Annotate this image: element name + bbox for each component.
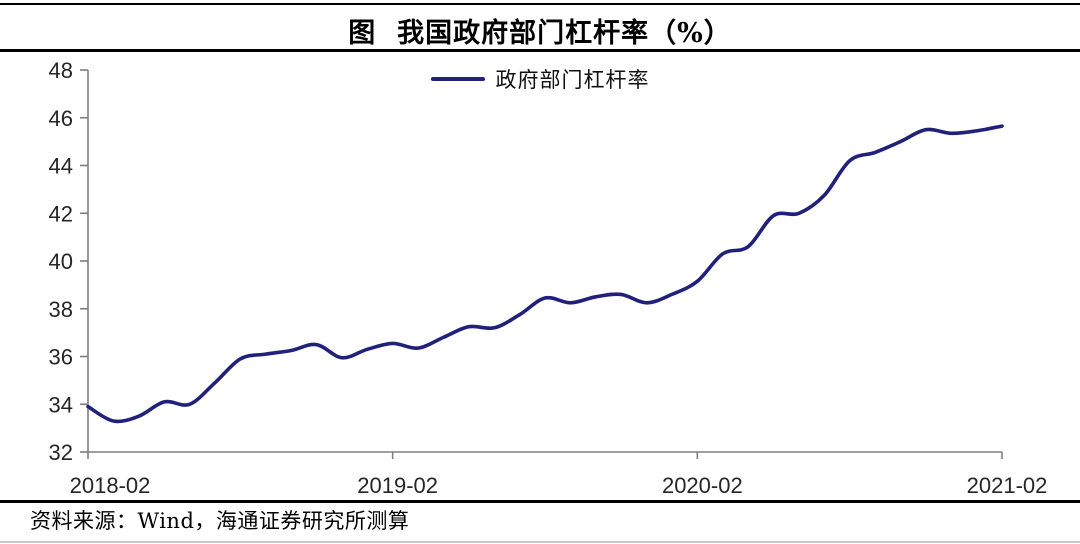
y-axis-label: 42 xyxy=(49,201,73,226)
chart-title: 图 我国政府部门杠杆率（%） xyxy=(348,18,732,49)
legend: 政府部门杠杆率 xyxy=(0,64,1080,94)
x-axis-label: 2020-02 xyxy=(662,473,743,498)
y-axis-label: 44 xyxy=(49,154,73,179)
y-axis-label: 36 xyxy=(49,345,73,370)
y-axis-label: 48 xyxy=(49,58,73,83)
bottom-border-line xyxy=(0,541,1080,543)
legend-line-swatch xyxy=(430,77,485,81)
x-axis-label: 2021-02 xyxy=(967,473,1048,498)
y-axis-label: 38 xyxy=(49,297,73,322)
x-axis-label: 2019-02 xyxy=(357,473,438,498)
source-divider-line xyxy=(0,500,1080,503)
top-border-line xyxy=(0,3,1080,5)
legend-label: 政府部门杠杆率 xyxy=(495,68,650,92)
axis-lines xyxy=(87,70,1002,453)
source-note: 资料来源：Wind，海通证券研究所测算 xyxy=(30,509,410,533)
y-axis-label: 32 xyxy=(49,440,73,465)
leverage-ratio-line xyxy=(86,124,1004,424)
y-axis-label: 34 xyxy=(49,392,73,417)
x-axis-label: 2018-02 xyxy=(70,473,151,498)
y-axis-label: 40 xyxy=(49,249,73,274)
title-underline xyxy=(0,49,1080,52)
y-axis-label: 46 xyxy=(49,106,73,131)
